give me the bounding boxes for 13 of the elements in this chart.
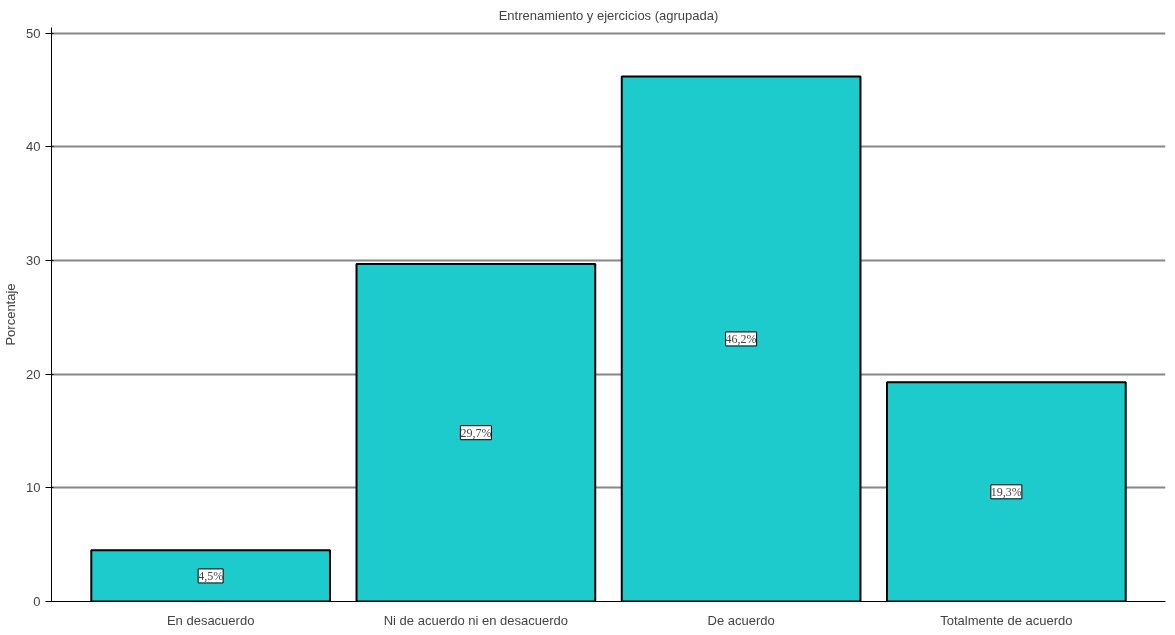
y-tick-label: 30 [26,253,41,269]
y-tick-label: 50 [26,25,41,41]
y-tick-label: 40 [26,139,41,155]
y-axis-title: Porcentaje [3,283,19,346]
x-tick-label: En desacuerdo [166,612,255,628]
x-tick-label: De acuerdo [707,612,775,628]
x-tick-label: Ni de acuerdo ni en desacuerdo [383,612,569,628]
data-label: 29,7% [460,425,492,440]
y-tick-label: 20 [26,366,41,382]
chart-title: Entrenamiento y ejercicios (agrupada) [498,7,719,23]
y-tick-label: 10 [26,480,41,496]
y-tick-label: 0 [33,594,41,609]
x-tick-label: Totalmente de acuerdo [940,612,1073,628]
